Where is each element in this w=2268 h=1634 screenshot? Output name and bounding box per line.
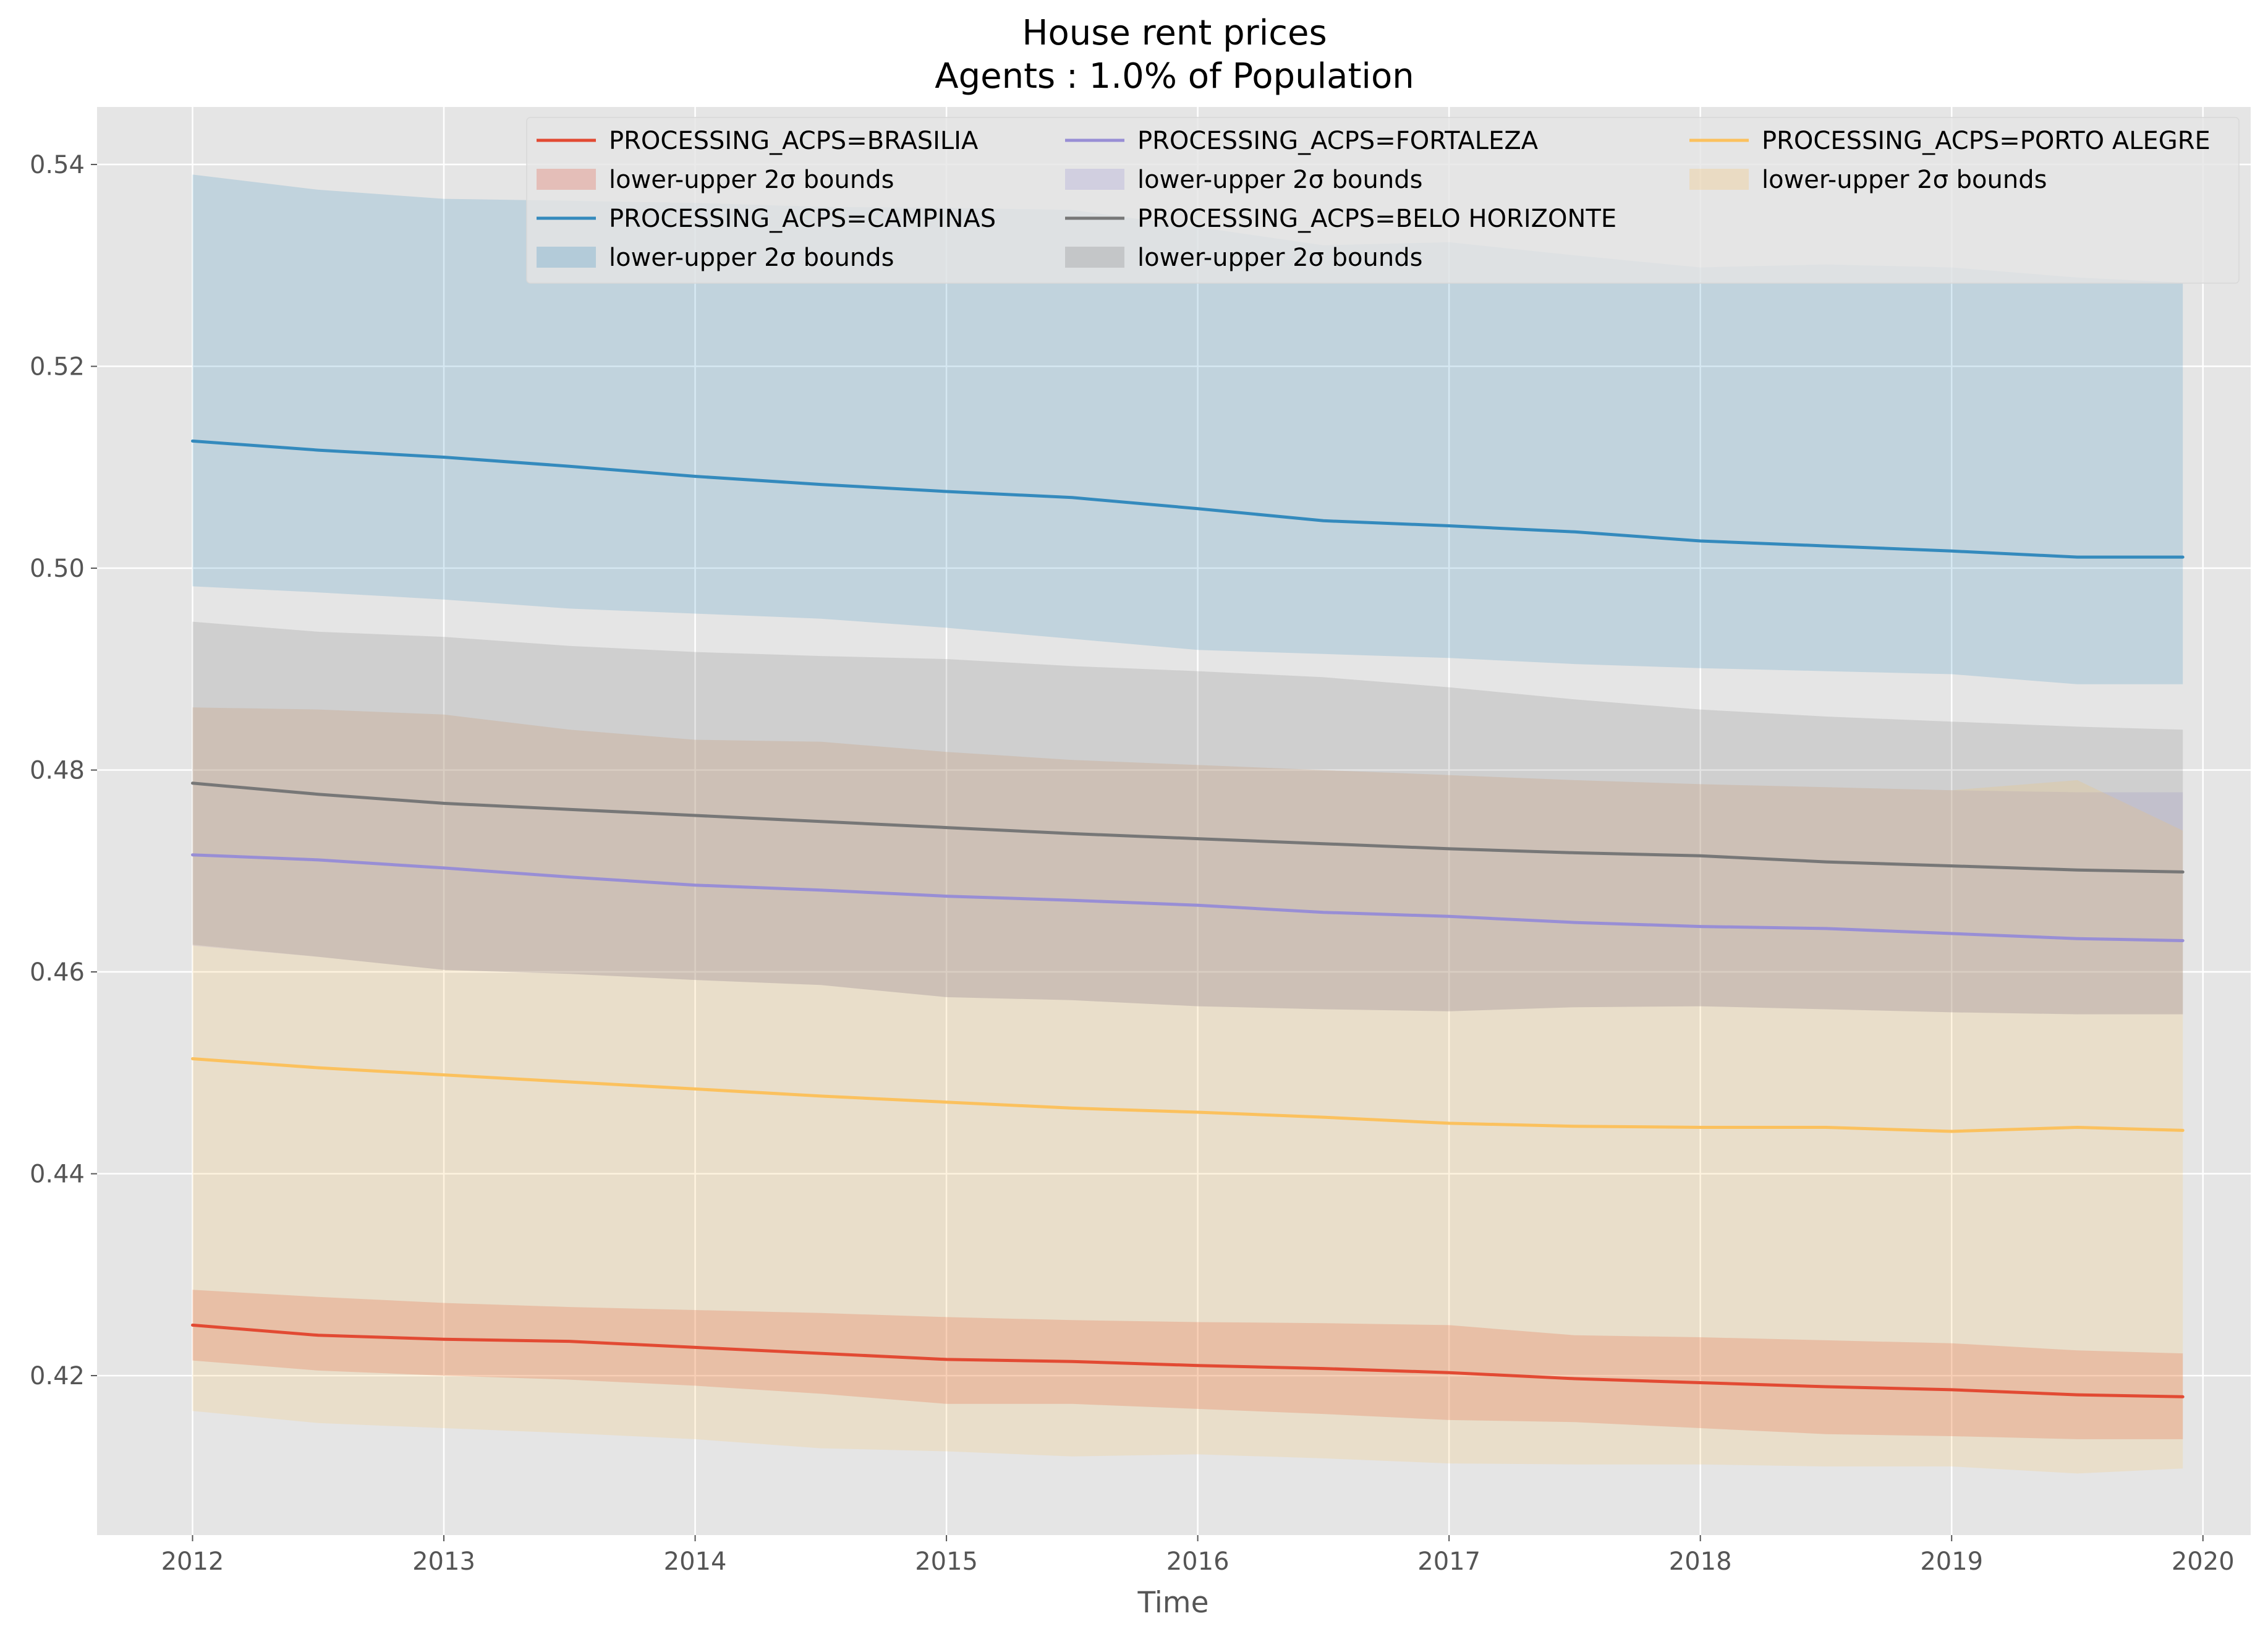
- x-tick-label: 2014: [664, 1547, 727, 1576]
- x-tick-label: 2012: [161, 1547, 224, 1576]
- y-tick-label: 0.44: [30, 1160, 85, 1189]
- series-line: [191, 439, 2185, 559]
- x-tick-label: 2018: [1669, 1547, 1732, 1576]
- y-tick-label: 0.42: [30, 1362, 85, 1390]
- legend-label: lower-upper 2σ bounds: [1137, 244, 1422, 272]
- plot-area: [97, 107, 2251, 1535]
- series-lines: [191, 439, 2185, 1398]
- legend-label: PROCESSING_ACPS=CAMPINAS: [609, 205, 996, 233]
- legend-band-swatch: [1689, 169, 1749, 190]
- y-tick-label: 0.52: [30, 353, 85, 381]
- confidence-band: [192, 621, 2183, 1015]
- x-axis-label: Time: [1137, 1586, 1208, 1620]
- legend-label: PROCESSING_ACPS=PORTO ALEGRE: [1762, 127, 2211, 155]
- confidence-band: [192, 707, 2183, 1474]
- legend-label: lower-upper 2σ bounds: [609, 244, 894, 272]
- x-tick-label: 2020: [2172, 1547, 2235, 1576]
- legend-band-swatch: [1065, 169, 1124, 190]
- legend-band-swatch: [1065, 247, 1124, 268]
- x-tick-label: 2016: [1166, 1547, 1230, 1576]
- y-tick-label: 0.50: [30, 555, 85, 583]
- confidence-bands: [192, 174, 2183, 1474]
- y-axis-ticks: 0.42 0.44 0.46 0.48 0.50 0.52 0.54: [30, 151, 97, 1390]
- series-line: [191, 1057, 2185, 1133]
- legend-band-swatch: [537, 247, 596, 268]
- x-axis-ticks: 2012 2013 2014 2015 2016 2017 2018 2019 2020: [161, 1535, 2235, 1576]
- series-line: [191, 781, 2185, 874]
- legend-band-swatch: [537, 169, 596, 190]
- x-tick-label: 2017: [1417, 1547, 1480, 1576]
- confidence-band: [192, 707, 2183, 1015]
- chart-title: House rent prices: [1022, 13, 1327, 53]
- legend-box: [526, 117, 2240, 284]
- legend-label: lower-upper 2σ bounds: [609, 166, 894, 194]
- confidence-band: [192, 174, 2183, 684]
- series-line: [191, 853, 2185, 942]
- legend-label: PROCESSING_ACPS=FORTALEZA: [1137, 127, 1539, 155]
- series-line: [191, 1323, 2185, 1398]
- legend: PROCESSING_ACPS=BRASILIA lower-upper 2σ b…: [526, 117, 2240, 284]
- y-tick-label: 0.48: [30, 757, 85, 785]
- y-tick-label: 0.54: [30, 151, 85, 179]
- x-tick-label: 2013: [412, 1547, 475, 1576]
- legend-label: PROCESSING_ACPS=BELO HORIZONTE: [1137, 205, 1616, 233]
- grid: [97, 107, 2251, 1535]
- x-tick-label: 2019: [1920, 1547, 1983, 1576]
- y-tick-label: 0.46: [30, 958, 85, 987]
- legend-label: PROCESSING_ACPS=BRASILIA: [609, 127, 979, 155]
- legend-label: lower-upper 2σ bounds: [1762, 166, 2047, 194]
- x-tick-label: 2015: [915, 1547, 978, 1576]
- legend-label: lower-upper 2σ bounds: [1137, 166, 1422, 194]
- chart-subtitle: Agents : 1.0% of Population: [935, 56, 1414, 96]
